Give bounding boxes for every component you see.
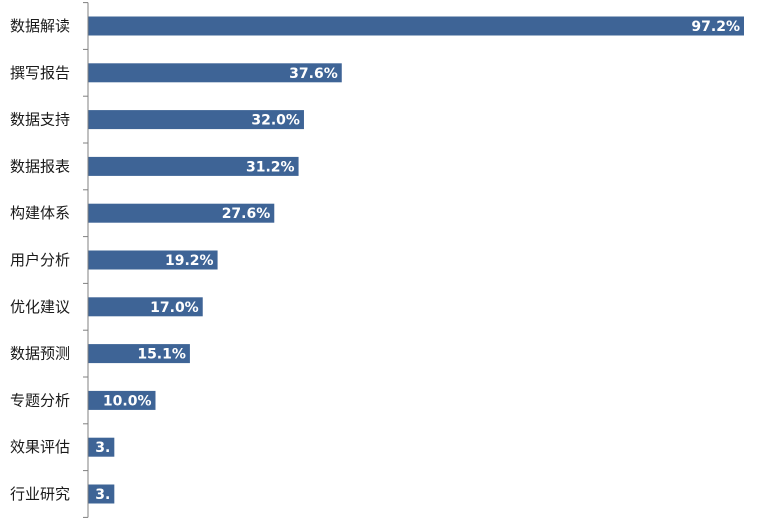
data-label: 3.	[95, 487, 110, 503]
bar	[88, 203, 275, 223]
data-labels: 97.2% 37.6% 32.0% 31.2% 27.6% 19.2% 17.0% 15.1%…	[95, 19, 740, 503]
data-label: 10.0%	[103, 393, 152, 409]
bars-layer	[88, 16, 744, 504]
category-label: 数据支持	[10, 111, 70, 129]
bar	[88, 156, 299, 176]
category-label: 数据预测	[10, 345, 70, 363]
data-label: 37.6%	[289, 66, 338, 82]
category-label: 构建体系	[10, 204, 70, 222]
data-label: 97.2%	[691, 19, 740, 35]
category-label: 用户分析	[10, 251, 70, 269]
data-label: 15.1%	[137, 347, 186, 363]
data-label: 31.2%	[246, 159, 295, 175]
category-label: 优化建议	[10, 298, 70, 316]
category-label: 撰写报告	[10, 64, 70, 82]
bar	[88, 110, 304, 130]
category-axis	[83, 2, 89, 518]
bar	[88, 484, 115, 504]
bar	[88, 63, 342, 83]
data-label: 32.0%	[251, 113, 300, 129]
bar	[88, 297, 203, 317]
bar	[88, 344, 190, 364]
data-label: 19.2%	[165, 253, 214, 269]
bar	[88, 250, 218, 270]
category-label: 数据解读	[10, 17, 70, 35]
category-label: 行业研究	[10, 485, 70, 503]
bar	[88, 16, 744, 36]
bar	[88, 437, 115, 457]
category-label: 专题分析	[10, 391, 70, 409]
bar	[88, 390, 156, 410]
data-label: 17.0%	[150, 300, 199, 316]
data-label: 27.6%	[222, 206, 271, 222]
category-labels: 数据解读撰写报告数据支持数据报表构建体系用户分析优化建议数据预测专题分析效果评估…	[10, 17, 70, 503]
category-label: 数据报表	[10, 157, 70, 175]
category-label: 效果评估	[10, 438, 70, 456]
data-label: 3.	[95, 440, 110, 456]
